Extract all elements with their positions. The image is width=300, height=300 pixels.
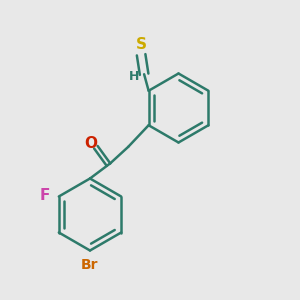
Text: F: F xyxy=(39,188,50,202)
Text: Br: Br xyxy=(81,258,99,272)
Text: S: S xyxy=(136,37,147,52)
Text: O: O xyxy=(85,136,98,151)
Text: H: H xyxy=(128,70,139,83)
